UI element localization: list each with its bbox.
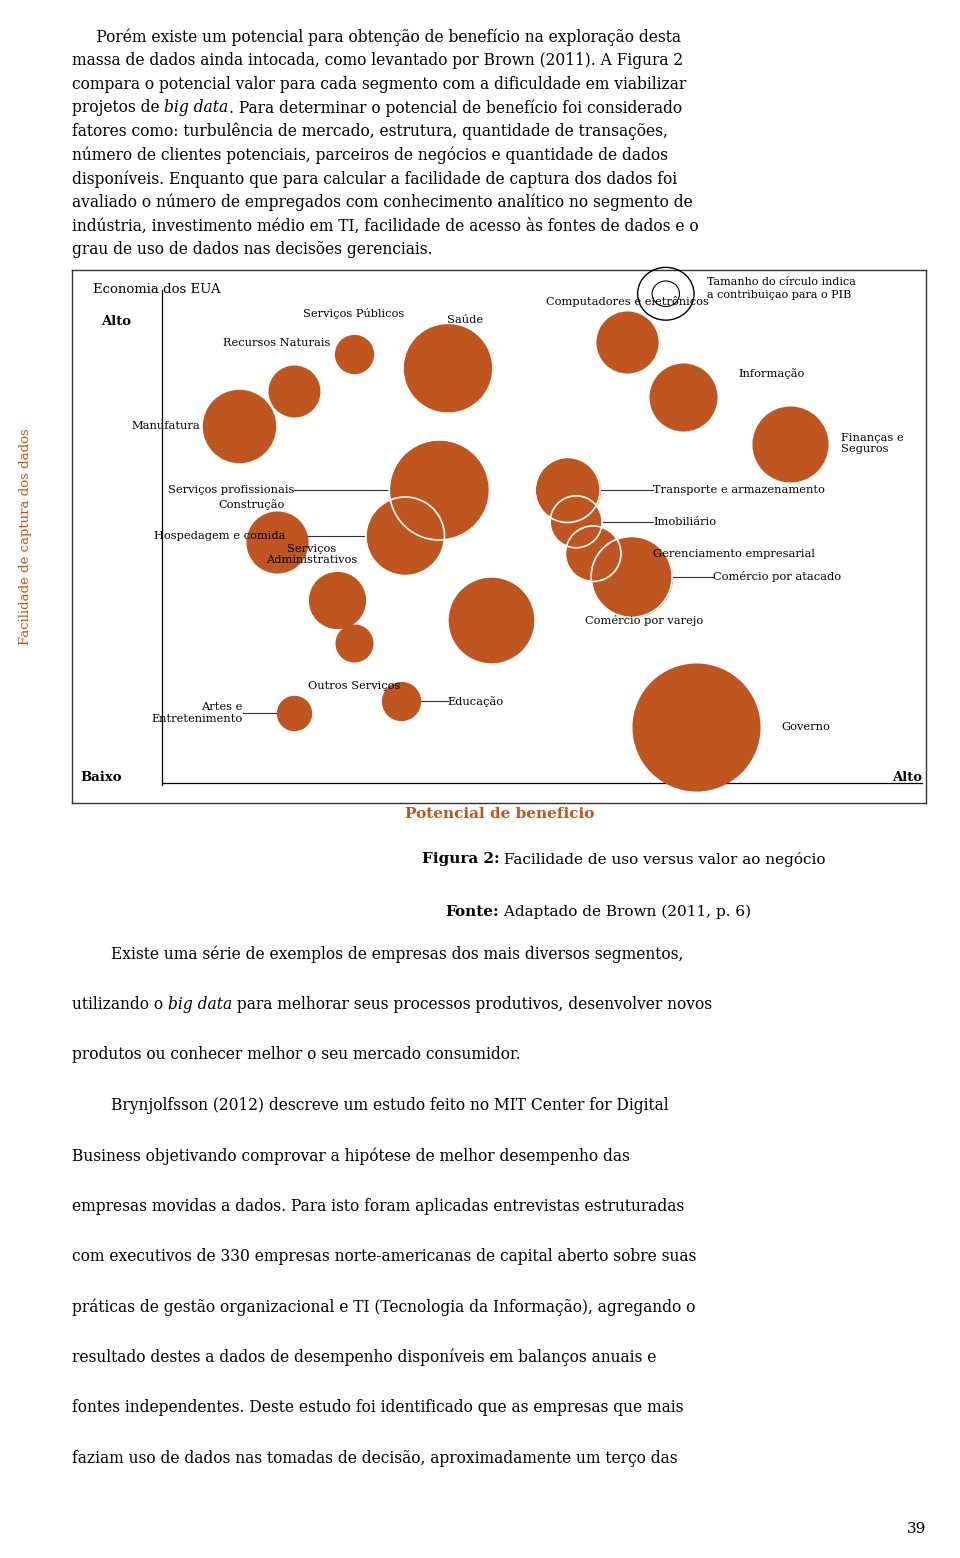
Text: Gerenciamento empresarial: Gerenciamento empresarial: [653, 548, 815, 559]
Point: [347, 631, 362, 656]
Point: [688, 715, 704, 740]
Text: fontes independentes. Deste estudo foi identificado que as empresas que mais: fontes independentes. Deste estudo foi i…: [72, 1399, 684, 1416]
Point: [441, 355, 456, 380]
Point: [560, 477, 575, 502]
Point: [432, 477, 447, 502]
Text: indústria, investimento médio em TI, facilidade de acesso às fontes de dados e o: indústria, investimento médio em TI, fac…: [72, 218, 699, 235]
Point: [329, 587, 345, 612]
Text: Potencial de beneficio: Potencial de beneficio: [404, 807, 594, 821]
Point: [675, 385, 690, 410]
Point: [586, 541, 601, 566]
Text: Hospedagem e comida: Hospedagem e comida: [155, 531, 286, 541]
Point: [394, 689, 409, 714]
Text: Business objetivando comprovar a hipótese de melhor desempenho das: Business objetivando comprovar a hipótes…: [72, 1147, 630, 1165]
Point: [347, 341, 362, 366]
Point: [432, 477, 447, 502]
Text: Serviços Públicos: Serviços Públicos: [303, 308, 404, 319]
Point: [568, 509, 584, 534]
Point: [568, 509, 584, 534]
Text: Manufatura: Manufatura: [132, 421, 200, 432]
Text: grau de uso de dados nas decisões gerenciais.: grau de uso de dados nas decisões gerenc…: [72, 241, 433, 259]
Point: [624, 564, 639, 589]
Text: Computadores e eletrônicos: Computadores e eletrônicos: [546, 296, 708, 307]
Text: Facilidade de captura dos dados: Facilidade de captura dos dados: [18, 428, 32, 645]
Text: Figura 2:: Figura 2:: [421, 852, 499, 866]
Text: Adaptado de Brown (2011, p. 6): Adaptado de Brown (2011, p. 6): [499, 905, 752, 919]
Text: práticas de gestão organizacional e TI (Tecnologia da Informação), agregando o: práticas de gestão organizacional e TI (…: [72, 1298, 695, 1317]
Text: com executivos de 330 empresas norte-americanas de capital aberto sobre suas: com executivos de 330 empresas norte-ame…: [72, 1248, 696, 1265]
Text: Recursos Naturais: Recursos Naturais: [224, 338, 331, 347]
Text: Comércio por atacado: Comércio por atacado: [712, 572, 841, 583]
Text: Construção: Construção: [218, 500, 284, 509]
Text: Educação: Educação: [448, 696, 504, 707]
Point: [286, 701, 301, 726]
Text: Transporte e armazenamento: Transporte e armazenamento: [653, 485, 825, 495]
Text: Economia dos EUA: Economia dos EUA: [93, 284, 221, 296]
Text: Saúde: Saúde: [447, 315, 483, 324]
Point: [620, 330, 636, 355]
Text: avaliado o número de empregados com conhecimento analítico no segmento de: avaliado o número de empregados com conh…: [72, 193, 693, 212]
Point: [397, 523, 413, 548]
Text: big data: big data: [164, 100, 228, 117]
Text: Brynjolfsson (2012) descreve um estudo feito no MIT Center for Digital: Brynjolfsson (2012) descreve um estudo f…: [72, 1097, 668, 1114]
Point: [397, 523, 413, 548]
Text: Alto: Alto: [892, 771, 923, 784]
Text: Imobiliário: Imobiliário: [653, 517, 716, 527]
Text: Governo: Governo: [781, 723, 830, 732]
Text: projetos de: projetos de: [72, 100, 164, 117]
Text: Tamanho do círculo indica
a contribuiçao para o PIB: Tamanho do círculo indica a contribuiçao…: [707, 277, 855, 299]
Text: para melhorar seus processos produtivos, desenvolver novos: para melhorar seus processos produtivos,…: [232, 996, 712, 1013]
Point: [270, 530, 285, 555]
Text: Serviços
Administrativos: Serviços Administrativos: [266, 544, 357, 566]
Text: massa de dados ainda intocada, como levantado por Brown (2011). A Figura 2: massa de dados ainda intocada, como leva…: [72, 51, 684, 69]
Text: disponíveis. Enquanto que para calcular a facilidade de captura dos dados foi: disponíveis. Enquanto que para calcular …: [72, 170, 677, 187]
Text: Informação: Informação: [738, 369, 804, 380]
Text: 39: 39: [907, 1522, 926, 1536]
Text: . Para determinar o potencial de benefício foi considerado: . Para determinar o potencial de benefíc…: [228, 100, 682, 117]
Point: [231, 414, 247, 439]
Text: Finanças e
Seguros: Finanças e Seguros: [841, 433, 903, 455]
Text: Alto: Alto: [102, 315, 132, 329]
Text: utilizando o: utilizando o: [72, 996, 168, 1013]
Text: Facilidade de uso versus valor ao negócio: Facilidade de uso versus valor ao negóci…: [499, 852, 826, 868]
Text: Outros Serviços: Outros Serviços: [308, 681, 400, 692]
Point: [782, 432, 798, 456]
Text: Artes e
Entretenimento: Artes e Entretenimento: [152, 703, 243, 724]
Point: [624, 564, 639, 589]
Text: Fonte:: Fonte:: [445, 905, 499, 919]
Text: Porém existe um potencial para obtenção de benefício na exploração desta: Porém existe um potencial para obtenção …: [72, 28, 681, 45]
Point: [286, 379, 301, 404]
Text: Existe uma série de exemplos de empresas dos mais diversos segmentos,: Existe uma série de exemplos de empresas…: [72, 946, 684, 963]
Text: big data: big data: [168, 996, 232, 1013]
Text: compara o potencial valor para cada segmento com a dificuldade em viabilizar: compara o potencial valor para cada segm…: [72, 76, 686, 92]
Text: número de clientes potenciais, parceiros de negócios e quantidade de dados: número de clientes potenciais, parceiros…: [72, 146, 668, 164]
Text: empresas movidas a dados. Para isto foram aplicadas entrevistas estruturadas: empresas movidas a dados. Para isto fora…: [72, 1198, 684, 1215]
Point: [441, 355, 456, 380]
Text: Comércio por varejo: Comércio por varejo: [585, 615, 703, 626]
Point: [586, 541, 601, 566]
Point: [483, 608, 498, 633]
Text: produtos ou conhecer melhor o seu mercado consumidor.: produtos ou conhecer melhor o seu mercad…: [72, 1047, 520, 1064]
Text: faziam uso de dados nas tomadas de decisão, aproximadamente um terço das: faziam uso de dados nas tomadas de decis…: [72, 1450, 678, 1466]
Text: fatores como: turbulência de mercado, estrutura, quantidade de transações,: fatores como: turbulência de mercado, es…: [72, 123, 668, 140]
Text: Baixo: Baixo: [81, 771, 122, 784]
Point: [560, 477, 575, 502]
Text: Serviços profissionais: Serviços profissionais: [168, 485, 294, 495]
Text: resultado destes a dados de desempenho disponíveis em balanços anuais e: resultado destes a dados de desempenho d…: [72, 1349, 657, 1366]
